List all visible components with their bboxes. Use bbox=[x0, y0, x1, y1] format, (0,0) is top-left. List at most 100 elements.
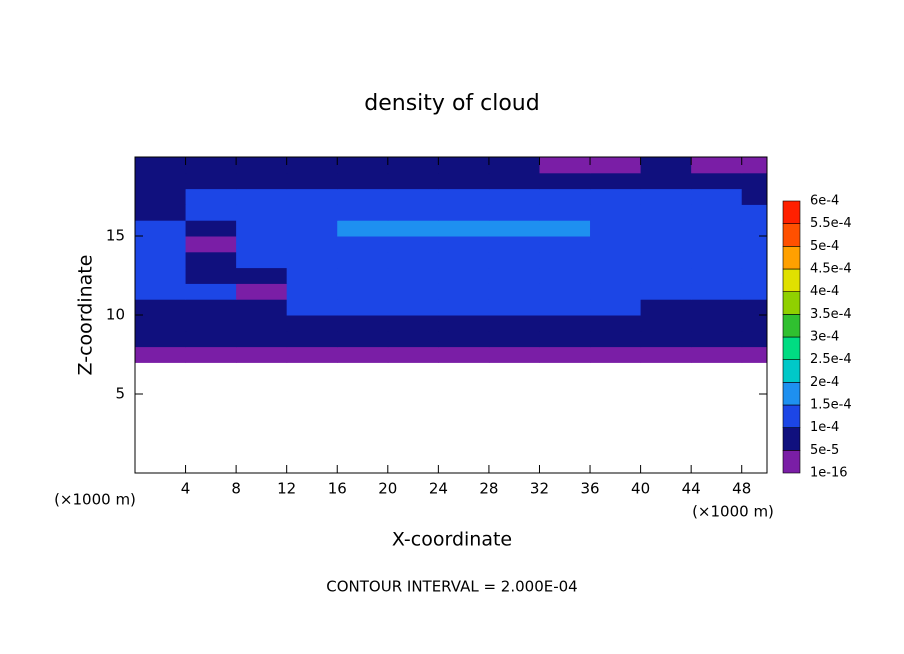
contour-cell bbox=[488, 157, 540, 174]
colorbar-label: 6e-4 bbox=[810, 194, 839, 209]
contour-cell bbox=[488, 172, 540, 190]
contour-cell bbox=[438, 346, 490, 363]
contour-cell bbox=[438, 267, 490, 284]
y-tick-label: 10 bbox=[106, 306, 125, 324]
contour-cell bbox=[488, 188, 540, 205]
contour-cell bbox=[539, 236, 591, 253]
contour-cell bbox=[185, 346, 237, 363]
contour-cell bbox=[741, 299, 768, 316]
contour-cell bbox=[691, 188, 743, 205]
contour-cell bbox=[488, 346, 540, 363]
contour-cell bbox=[741, 172, 768, 190]
contour-cell bbox=[590, 204, 642, 221]
contour-cell bbox=[741, 157, 768, 174]
contour-cell bbox=[337, 315, 389, 332]
colorbar-box bbox=[782, 359, 801, 383]
contour-cell bbox=[286, 299, 338, 316]
contour-cell bbox=[691, 346, 743, 363]
contour-cell bbox=[286, 157, 338, 174]
contour-cell bbox=[387, 283, 439, 300]
x-tick-label: 12 bbox=[277, 480, 296, 498]
contour-cell bbox=[590, 157, 642, 174]
y-axis-label: Z-coordinate bbox=[75, 255, 97, 376]
colorbar-label: 3.5e-4 bbox=[810, 307, 852, 322]
contour-cell bbox=[135, 157, 187, 174]
contour-cell bbox=[236, 251, 288, 269]
colorbar-box bbox=[782, 450, 801, 474]
contour-cell bbox=[387, 267, 439, 284]
contour-cell bbox=[185, 251, 237, 269]
contour-cell bbox=[337, 236, 389, 253]
contour-cell bbox=[387, 172, 439, 190]
contour-cell bbox=[135, 236, 187, 253]
contour-cell bbox=[488, 236, 540, 253]
contour-cell bbox=[135, 315, 187, 332]
contour-cell bbox=[286, 315, 338, 332]
contour-cell bbox=[337, 251, 389, 269]
colorbar-label: 4.5e-4 bbox=[810, 262, 852, 277]
contour-cell bbox=[640, 346, 692, 363]
contour-cell bbox=[236, 157, 288, 174]
contour-cell bbox=[488, 220, 540, 237]
colorbar-label: 5e-4 bbox=[810, 239, 839, 254]
x-tick-label: 36 bbox=[580, 480, 599, 498]
colorbar-label: 1.5e-4 bbox=[810, 398, 852, 413]
colorbar-label: 1e-16 bbox=[810, 466, 848, 481]
contour-cell bbox=[590, 220, 642, 237]
contour-cell bbox=[741, 346, 768, 363]
contour-cell bbox=[539, 283, 591, 300]
contour-cell bbox=[286, 188, 338, 205]
contour-cell bbox=[741, 315, 768, 332]
contour-cell bbox=[438, 330, 490, 348]
x-tick-label: 16 bbox=[328, 480, 347, 498]
contour-cell bbox=[135, 330, 187, 348]
contour-cell bbox=[741, 220, 768, 237]
contour-cell bbox=[387, 188, 439, 205]
contour-cell bbox=[741, 204, 768, 221]
x-tick-label: 20 bbox=[378, 480, 397, 498]
contour-cell bbox=[590, 267, 642, 284]
contour-cell bbox=[539, 204, 591, 221]
x-tick-label: 48 bbox=[732, 480, 751, 498]
contour-cell bbox=[691, 157, 743, 174]
contour-cell bbox=[539, 299, 591, 316]
contour-cell bbox=[387, 346, 439, 363]
colorbar-box bbox=[782, 382, 801, 406]
contour-cell bbox=[236, 188, 288, 205]
contour-cell bbox=[387, 299, 439, 316]
contour-cell bbox=[387, 220, 439, 237]
contour-cell bbox=[185, 299, 237, 316]
contour-cell bbox=[741, 330, 768, 348]
contour-cell bbox=[185, 172, 237, 190]
contour-cell bbox=[135, 220, 187, 237]
contour-cell bbox=[185, 220, 237, 237]
contour-cell bbox=[488, 251, 540, 269]
contour-cell bbox=[539, 220, 591, 237]
contour-cell bbox=[337, 346, 389, 363]
contour-cell bbox=[185, 267, 237, 284]
contour-cell bbox=[691, 220, 743, 237]
x-tick-label: 4 bbox=[181, 480, 191, 498]
colorbar-box bbox=[782, 223, 801, 247]
colorbar-label: 1e-4 bbox=[810, 420, 839, 435]
y-tick-label: 5 bbox=[115, 385, 125, 403]
colorbar-label: 4e-4 bbox=[810, 284, 839, 299]
contour-cell bbox=[438, 315, 490, 332]
contour-cell bbox=[438, 236, 490, 253]
contour-cell bbox=[590, 346, 642, 363]
contour-cell bbox=[135, 188, 187, 205]
contour-cell bbox=[286, 283, 338, 300]
contour-cell bbox=[236, 330, 288, 348]
contour-cell bbox=[539, 267, 591, 284]
contour-cell bbox=[640, 172, 692, 190]
contour-cell bbox=[236, 220, 288, 237]
contour-cell bbox=[539, 188, 591, 205]
contour-cell bbox=[590, 236, 642, 253]
x-axis-label: X-coordinate bbox=[392, 529, 512, 551]
contour-cell bbox=[337, 188, 389, 205]
contour-cell bbox=[438, 283, 490, 300]
colorbar-label: 3e-4 bbox=[810, 330, 839, 345]
contour-cell bbox=[539, 315, 591, 332]
contour-cell bbox=[286, 330, 338, 348]
